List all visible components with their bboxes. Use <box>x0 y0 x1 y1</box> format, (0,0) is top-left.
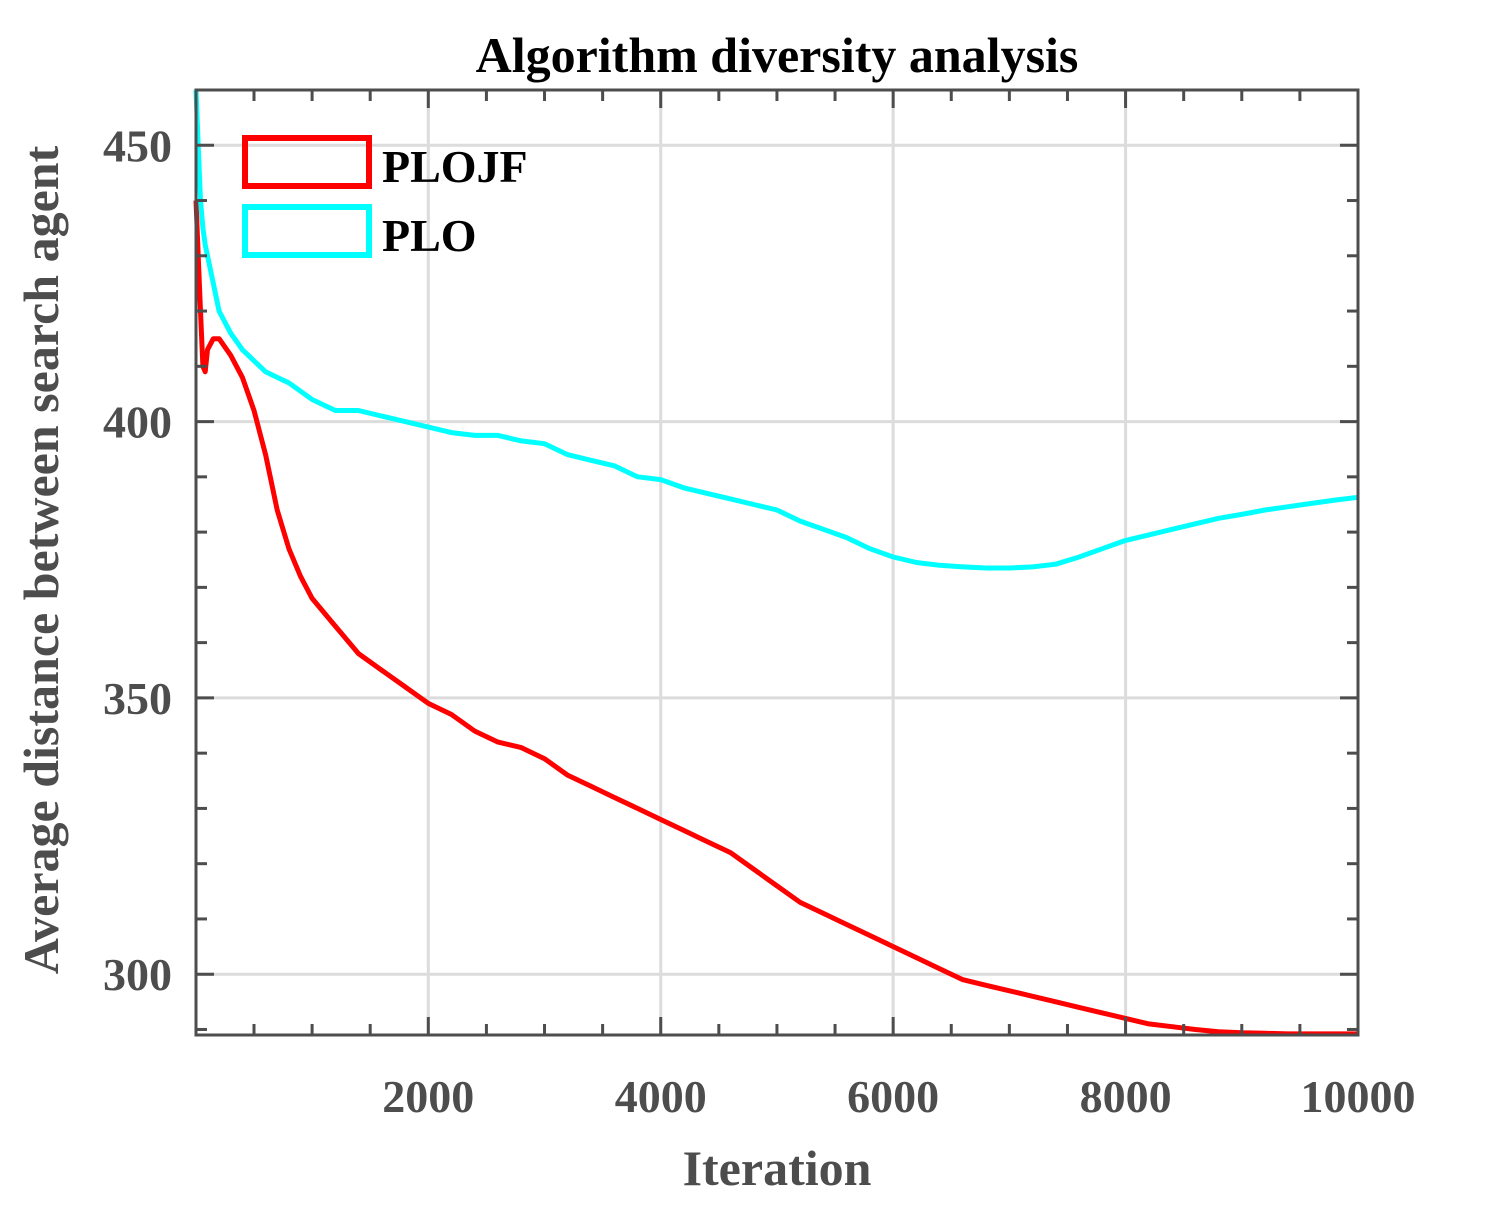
x-tick-label: 10000 <box>1301 1071 1416 1122</box>
legend-swatch-plojf <box>242 135 372 189</box>
chart-title: Algorithm diversity analysis <box>476 27 1079 83</box>
y-tick-label: 400 <box>103 397 172 448</box>
y-tick-label: 450 <box>103 120 172 171</box>
frame-layer <box>194 88 1360 1037</box>
x-tick-label: 2000 <box>382 1071 474 1122</box>
y-tick-label: 350 <box>103 673 172 724</box>
series-line-plojf <box>193 200 1358 1037</box>
x-axis-label: Iteration <box>683 1140 872 1196</box>
legend-swatch-plo <box>242 204 372 258</box>
x-tick-label: 8000 <box>1080 1071 1172 1122</box>
x-tick-label: 4000 <box>615 1071 707 1122</box>
y-axis-label: Average distance between search agent <box>13 145 69 974</box>
legend-label-plo: PLO <box>382 210 477 261</box>
legend: PLOJF PLO <box>242 135 528 261</box>
tick-label-layer: 2000 4000 6000 8000 10000 300 350 400 450 <box>103 120 1416 1122</box>
series-line-plo <box>193 89 1359 571</box>
y-tick-label: 300 <box>103 949 172 1000</box>
legend-label-plojf: PLOJF <box>382 141 528 192</box>
x-tick-label: 6000 <box>847 1071 939 1122</box>
